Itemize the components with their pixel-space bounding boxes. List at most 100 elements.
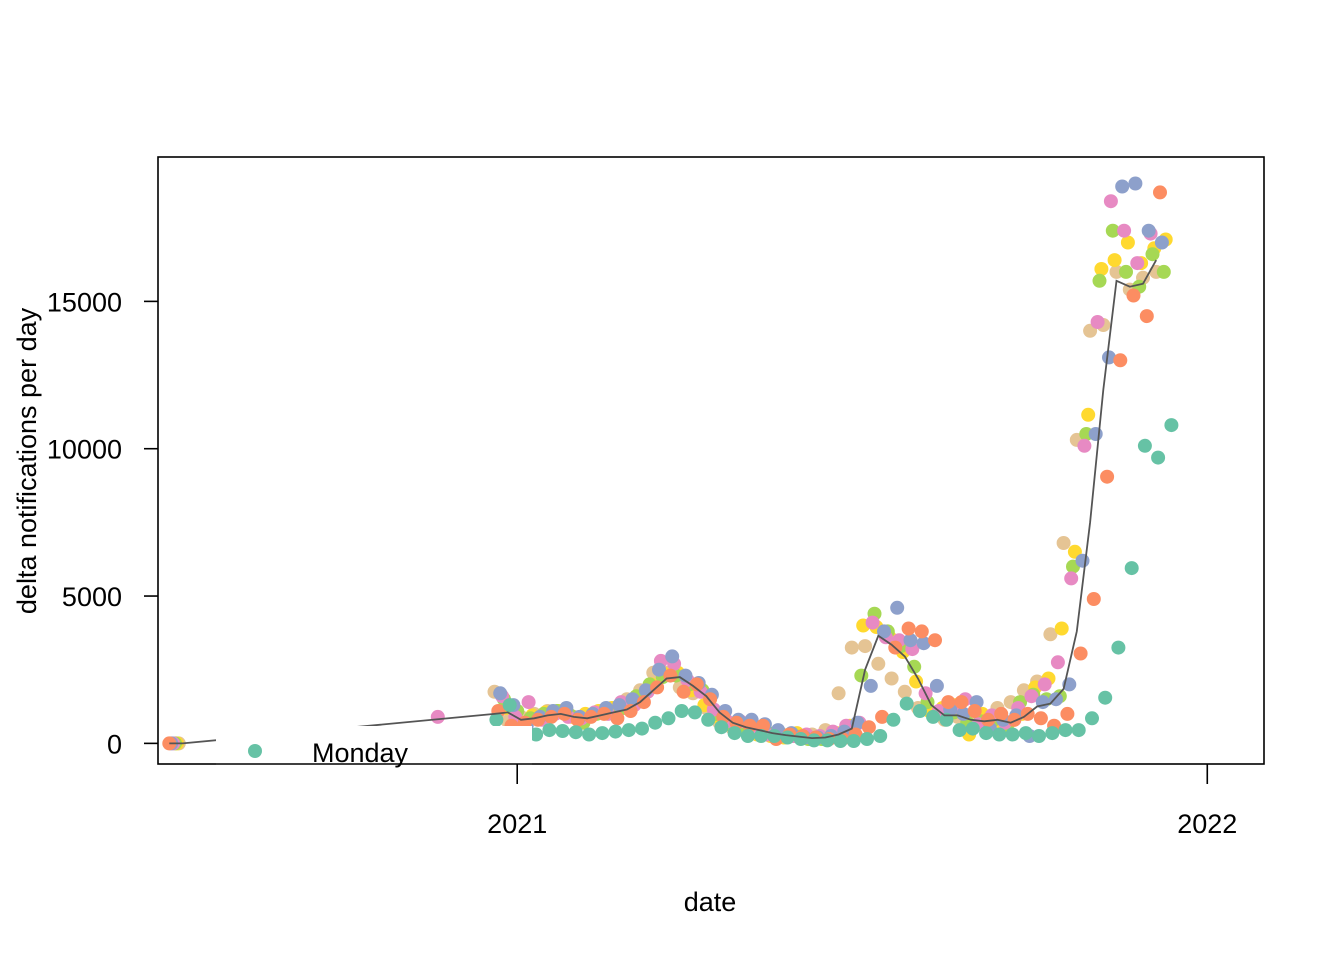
data-point-s2-11 [610, 711, 625, 726]
data-point-s2-34 [914, 624, 929, 639]
data-point-s3-50 [1128, 176, 1143, 191]
data-point-s4-46 [1064, 571, 1079, 586]
data-point-s1-25 [807, 733, 821, 748]
data-point-s1-1 [489, 712, 504, 727]
data-point-s3-31 [877, 624, 891, 639]
data-point-s3-34 [916, 636, 931, 651]
legend-marker-1 [248, 744, 262, 758]
data-point-s2-31 [875, 709, 890, 724]
trend-line [169, 259, 1157, 745]
plot-frame [157, 156, 1265, 765]
data-point-s3-37 [956, 706, 971, 721]
data-point-s1-40 [1005, 727, 1020, 742]
data-point-s3-30 [863, 678, 878, 693]
data-point-s6-48 [1107, 253, 1122, 268]
data-point-s7-29 [844, 640, 859, 655]
trend-line-group [169, 259, 1157, 745]
y-axis-title: delta notifications per day [12, 307, 42, 614]
data-point-s5-52 [1156, 264, 1171, 279]
data-point-s6-47 [1094, 262, 1109, 276]
data-point-s4-45 [1050, 655, 1065, 670]
data-point-s1-42 [1032, 729, 1046, 743]
data-point-s2-5 [531, 712, 545, 727]
legend-box [216, 726, 532, 766]
data-point-s1-33 [912, 704, 927, 718]
legend: Monday [216, 726, 532, 768]
data-point-s7-31 [871, 656, 886, 671]
data-point-s7-33 [897, 684, 912, 699]
data-point-s1-17 [701, 712, 716, 727]
data-point-s3-11 [612, 698, 627, 713]
data-point-s1-15 [674, 704, 689, 718]
data-point-s1-10 [608, 724, 623, 739]
data-point-s1-28 [846, 734, 861, 748]
data-point-s1-34 [926, 709, 941, 724]
data-point-s1-9 [595, 726, 610, 741]
data-point-s2-45 [1060, 706, 1075, 721]
data-point-s5-51 [1145, 247, 1160, 262]
data-point-s1-44 [1058, 723, 1073, 738]
data-point-s1-41 [1018, 726, 1033, 741]
data-point-s3-15 [665, 649, 680, 664]
data-point-s1-38 [979, 726, 994, 741]
data-point-s1-29 [860, 732, 874, 746]
data-point-s1-24 [793, 732, 808, 746]
x-tick-label-2: 2022 [1177, 809, 1237, 839]
data-point-s4-31 [865, 615, 880, 630]
data-point-s3-51 [1141, 223, 1156, 238]
data-point-s3-46 [1075, 553, 1090, 568]
data-point-s1-22 [767, 729, 782, 743]
x-tick-label-1: 2021 [487, 809, 547, 839]
data-point-s2-6 [544, 709, 559, 724]
data-point-s2-20 [729, 715, 744, 730]
data-point-s1-18 [714, 720, 729, 735]
data-point-s2-13 [636, 695, 651, 710]
data-point-s3-12 [625, 692, 640, 707]
y-tick-label-2: 5000 [62, 582, 122, 612]
data-point-s7-44 [1043, 627, 1058, 642]
data-point-s2-39 [981, 712, 995, 727]
data-point-s1-11 [621, 723, 636, 738]
data-point-s6-33 [909, 674, 924, 689]
x-axis-title: date [684, 887, 737, 917]
data-point-s2-8 [570, 712, 585, 727]
data-point-s2-35 [928, 633, 942, 648]
data-points [162, 176, 1179, 751]
data-point-s1-30 [873, 729, 888, 743]
data-point-s1-8 [582, 727, 597, 742]
data-point-s1-52 [1164, 418, 1179, 433]
axes: 0 5000 10000 15000 2021 2022 [47, 287, 1237, 839]
data-point-s3-48 [1102, 350, 1116, 365]
legend-label-1: Monday [312, 738, 409, 768]
data-point-s2-30 [861, 720, 876, 735]
data-point-s1-45 [1071, 723, 1086, 738]
data-point-s4-2 [430, 709, 445, 724]
data-point-s4-50 [1117, 223, 1132, 238]
data-point-s6-49 [1120, 235, 1135, 250]
data-point-s4-47 [1077, 438, 1092, 453]
data-point-s1-39 [992, 727, 1007, 742]
data-point-s1-6 [555, 724, 570, 738]
data-point-s2-49 [1113, 353, 1128, 368]
data-point-s1-21 [754, 729, 769, 743]
data-point-s5-49 [1119, 264, 1133, 279]
data-point-s2-17 [689, 677, 704, 692]
data-point-s3-32 [890, 600, 905, 615]
y-tick-label-1: 0 [107, 729, 122, 759]
data-point-s5-33 [907, 659, 922, 674]
data-point-s2-48 [1100, 469, 1115, 484]
data-point-s2-43 [1033, 711, 1048, 726]
data-point-s4-44 [1037, 677, 1052, 692]
data-point-s1-2 [502, 698, 517, 713]
data-point-s1-14 [661, 711, 676, 726]
data-point-s1-19 [727, 726, 742, 741]
data-point-s2-12 [623, 704, 638, 718]
data-point-s1-12 [635, 721, 649, 736]
data-point-s1-48 [1111, 640, 1126, 655]
data-point-s3-35 [929, 678, 944, 693]
data-point-s3-47 [1088, 427, 1103, 441]
data-point-s4-51 [1130, 256, 1145, 271]
data-point-s1-31 [886, 712, 901, 727]
data-point-s3-14 [652, 662, 666, 677]
